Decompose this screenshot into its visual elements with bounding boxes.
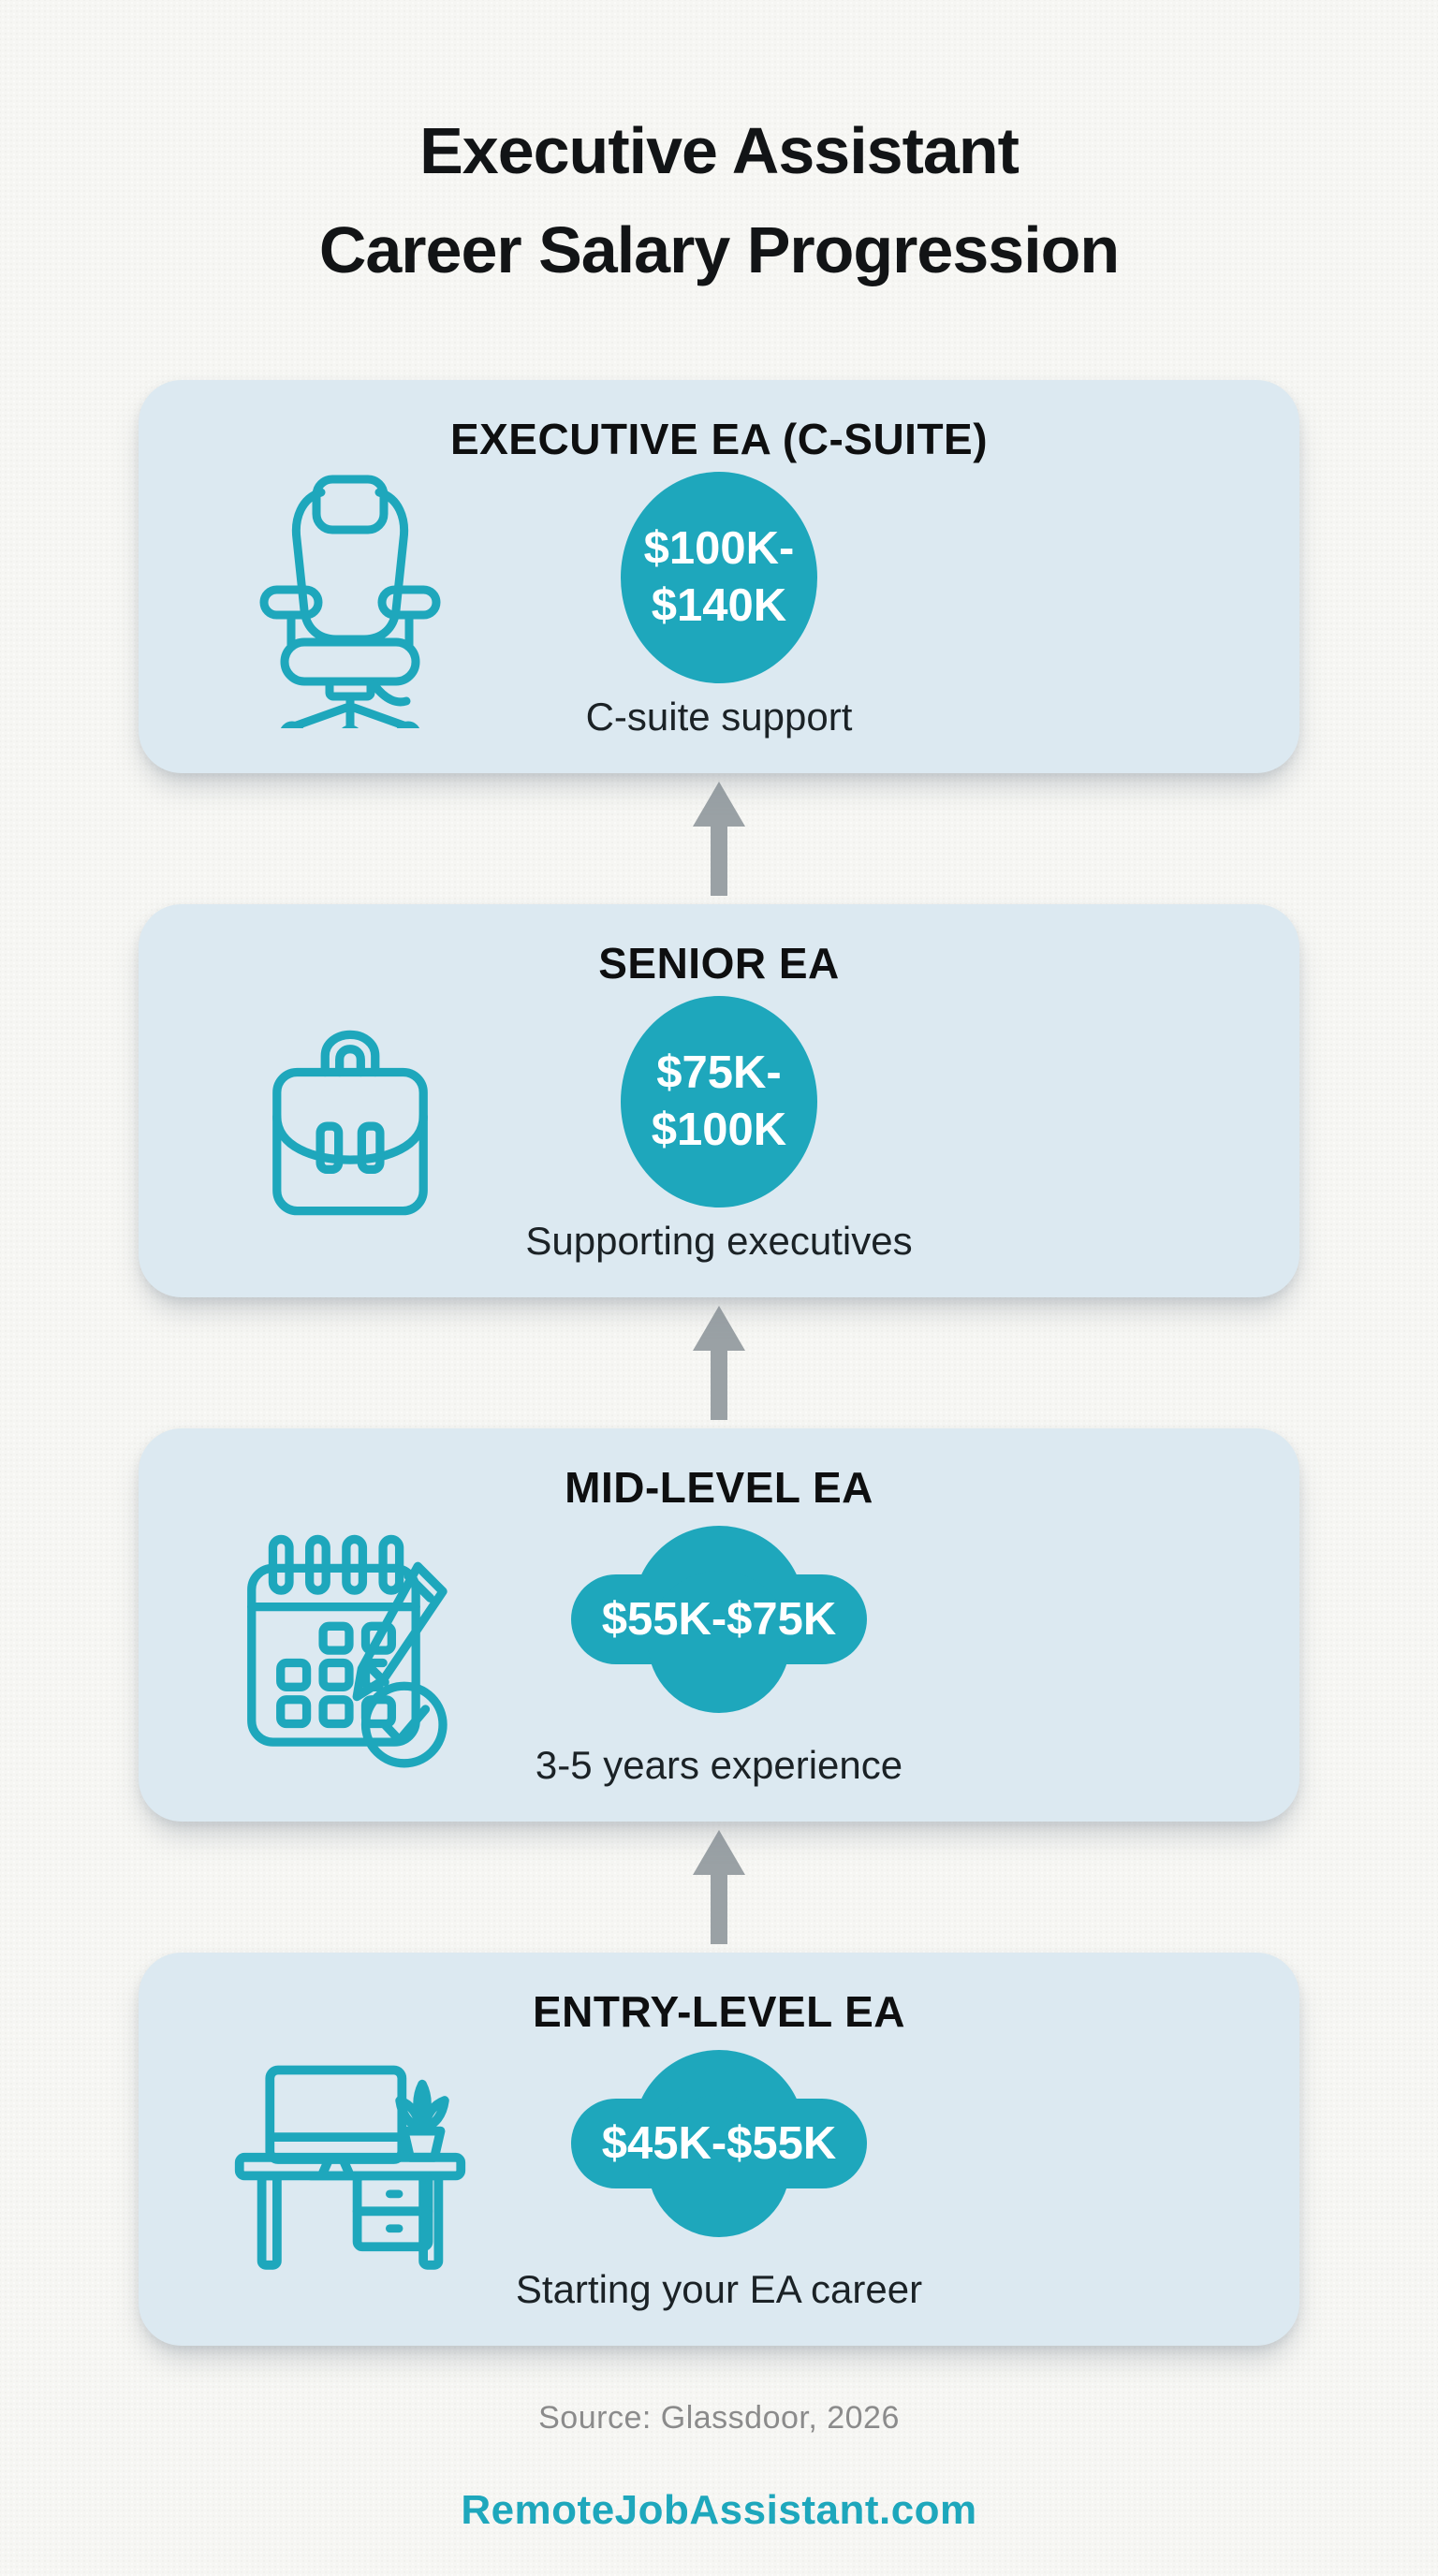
badge-lobe (648, 1571, 790, 1713)
desk-workstation-icon (228, 2041, 472, 2303)
level-title: MID-LEVEL EA (565, 1463, 873, 1512)
source-note: Source: Glassdoor, 2026 (538, 2400, 900, 2436)
up-arrow-icon (693, 1830, 745, 1944)
page-title-line2: Career Salary Progression (318, 213, 1120, 286)
level-description: 3-5 years experience (535, 1743, 903, 1787)
level-description: C-suite support (585, 695, 853, 739)
salary-text-line2: $100K (651, 1105, 787, 1155)
badge-lobe (648, 2095, 790, 2237)
level-description: Starting your EA career (515, 2267, 923, 2311)
arrow-gap (139, 773, 1299, 904)
level-title: EXECUTIVE EA (C-SUITE) (449, 415, 989, 463)
salary-text: $55K-$75K (601, 1594, 837, 1645)
salary-text: $45K-$55K (601, 2118, 837, 2169)
level-title: ENTRY-LEVEL EA (532, 1987, 906, 2036)
page-title: Executive Assistant Career Salary Progre… (0, 0, 1438, 300)
progression-stack: EXECUTIVE EA (C-SUITE) $100K- $14 (139, 380, 1299, 2346)
level-card-executive-ea: EXECUTIVE EA (C-SUITE) $100K- $14 (139, 380, 1299, 773)
office-chair-icon (228, 468, 472, 730)
arrow-gap (139, 1297, 1299, 1428)
arrow-gap (139, 1822, 1299, 1953)
salary-badge: $55K-$75K (571, 1526, 867, 1713)
level-card-senior-ea: SENIOR EA $75K- $100K Supporting executi… (139, 904, 1299, 1297)
up-arrow-icon (693, 1306, 745, 1420)
level-description: Supporting executives (525, 1219, 913, 1263)
salary-text-line2: $140K (651, 580, 787, 631)
salary-badge: $100K- $140K (621, 472, 817, 683)
level-title: SENIOR EA (598, 939, 840, 988)
briefcase-icon (228, 992, 472, 1254)
level-card-mid-level-ea: MID-LEVEL EA (139, 1428, 1299, 1822)
up-arrow-icon (693, 782, 745, 896)
salary-text-line1: $75K- (656, 1047, 782, 1098)
level-card-entry-level-ea: ENTRY-LEVEL EA $45 (139, 1953, 1299, 2346)
salary-badge: $75K- $100K (621, 996, 817, 1208)
salary-text-line1: $100K- (643, 523, 795, 574)
calendar-checklist-icon (228, 1516, 472, 1778)
salary-badge: $45K-$55K (571, 2050, 867, 2237)
page-title-line1: Executive Assistant (419, 114, 1020, 187)
website-text: RemoteJobAssistant.com (461, 2487, 977, 2533)
